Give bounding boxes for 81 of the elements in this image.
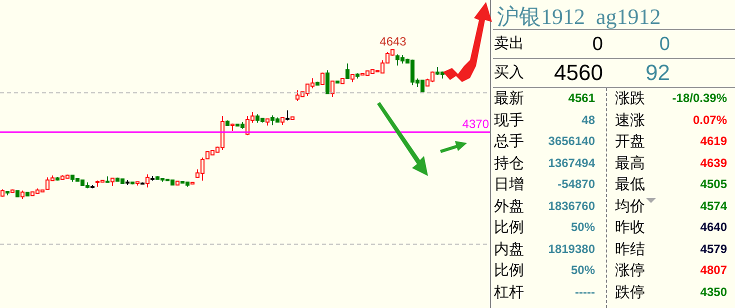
- candlestick: [150, 176, 154, 182]
- candlestick: [6, 191, 10, 196]
- text: 均价: [615, 198, 645, 214]
- text: -18/0.39%: [672, 91, 727, 105]
- candlestick: [266, 118, 270, 126]
- candlestick: [286, 110, 290, 121]
- text: 昨结: [615, 240, 645, 258]
- text: 4807: [700, 263, 727, 277]
- candlestick: [110, 177, 114, 186]
- text: 4579: [700, 242, 727, 256]
- candlestick: [340, 78, 344, 84]
- candlestick: [56, 176, 60, 182]
- candlestick: [106, 176, 110, 183]
- text: 1819380: [548, 242, 595, 256]
- text: 0: [592, 34, 603, 55]
- candlestick: [10, 188, 14, 194]
- text: 50%: [570, 263, 595, 277]
- candlestick: [226, 120, 230, 126]
- text: 4640: [700, 220, 727, 234]
- text: 1367494: [548, 156, 595, 170]
- text: 48: [582, 112, 595, 126]
- text: 沪银1912 ag1912: [497, 3, 661, 31]
- candlestick: [90, 184, 94, 189]
- text: 50%: [570, 220, 595, 234]
- text: 最新: [494, 90, 524, 107]
- candlestick: [316, 81, 320, 86]
- text: 4619: [700, 134, 727, 148]
- text: 最低: [615, 176, 645, 193]
- text: 内盘: [494, 240, 524, 258]
- candlestick: [136, 181, 140, 186]
- candlestick: [350, 74, 354, 83]
- candlestick: [130, 181, 134, 185]
- text: 4561: [568, 91, 595, 105]
- candlestick: [190, 182, 194, 185]
- candlestick: [290, 116, 294, 120]
- candlestick: [176, 180, 180, 186]
- text: 最高: [615, 154, 645, 172]
- text: -----: [575, 284, 595, 298]
- text: 3656140: [548, 134, 595, 148]
- candlestick: [280, 116, 284, 126]
- text: 0.07%: [692, 112, 727, 126]
- text: 1836760: [548, 198, 595, 212]
- text: 持仓: [494, 154, 524, 172]
- text: 比例: [494, 262, 524, 279]
- text: 4560: [554, 60, 603, 85]
- text: 跌停: [615, 284, 645, 300]
- candlestick: [336, 80, 340, 84]
- candlestick: [20, 190, 24, 200]
- candlestick: [230, 123, 234, 132]
- text: 总手: [494, 133, 524, 150]
- text: 卖出: [494, 35, 524, 52]
- text: 外盘: [494, 198, 524, 214]
- candlestick: [320, 72, 324, 86]
- annotation: 4643: [380, 34, 407, 48]
- text: 92: [646, 60, 670, 85]
- text: 涨停: [615, 262, 645, 279]
- text: 4639: [700, 156, 727, 170]
- text: 涨跌: [615, 90, 645, 107]
- text: 买入: [494, 64, 524, 81]
- text: 杠杆: [494, 284, 524, 300]
- text: 昨收: [615, 219, 645, 236]
- text: 4574: [700, 198, 727, 212]
- text: 4505: [700, 177, 727, 191]
- candlestick: [140, 182, 144, 185]
- candlestick: [26, 192, 30, 196]
- text: -54870: [558, 177, 595, 191]
- text: 日增: [494, 176, 524, 193]
- candlestick: [146, 174, 150, 188]
- text: 现手: [494, 112, 524, 128]
- text: 0: [659, 34, 670, 55]
- text: 开盘: [615, 133, 645, 150]
- candlestick: [126, 180, 130, 186]
- text: 4350: [700, 284, 727, 298]
- text: 比例: [494, 219, 524, 236]
- candlestick: [356, 72, 360, 79]
- candlestick: [330, 80, 334, 98]
- candlestick: [16, 190, 20, 198]
- candlestick: [346, 63, 350, 79]
- text: 4370: [462, 117, 490, 132]
- text: 速涨: [615, 112, 645, 128]
- candlestick: [326, 70, 330, 94]
